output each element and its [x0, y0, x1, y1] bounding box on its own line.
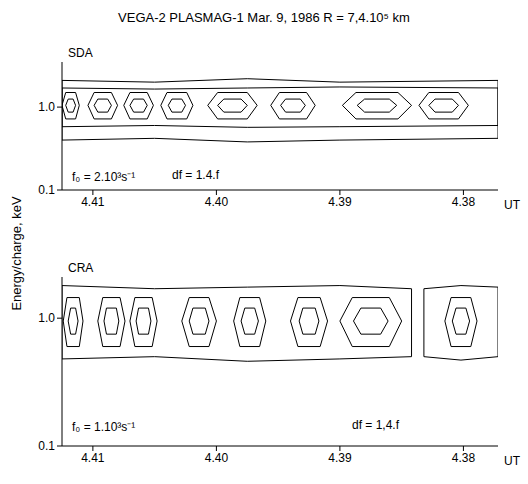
svg-text:4.41: 4.41 [81, 195, 105, 209]
svg-text:1.0: 1.0 [38, 100, 55, 114]
svg-text:4.41: 4.41 [81, 451, 105, 465]
svg-text:0.1: 0.1 [38, 183, 55, 197]
svg-text:0.1: 0.1 [38, 439, 55, 453]
html-text:SDA: SDA [68, 46, 93, 60]
html-text:VEGA-2 PLASMAG-1 Mar. 9, 1986: VEGA-2 PLASMAG-1 Mar. 9, 1986 R = 7,4.10… [118, 10, 410, 25]
svg-text:UT: UT [504, 454, 521, 468]
html-text:f₀ = 1.10³s⁻¹: f₀ = 1.10³s⁻¹ [72, 420, 136, 434]
svg-text:4.39: 4.39 [328, 451, 352, 465]
svg-text:4.40: 4.40 [205, 451, 229, 465]
svg-text:UT: UT [504, 198, 521, 212]
html-text:df = 1.4.f: df = 1.4.f [172, 168, 219, 182]
svg-text:4.38: 4.38 [452, 451, 476, 465]
html-text:df = 1,4.f: df = 1,4.f [352, 418, 399, 432]
html-text:f₀ = 2.10³s⁻¹: f₀ = 2.10³s⁻¹ [72, 170, 136, 184]
svg-text:4.39: 4.39 [328, 195, 352, 209]
svg-text:1.0: 1.0 [38, 311, 55, 325]
html-text:CRA: CRA [68, 261, 94, 275]
svg-text:4.38: 4.38 [452, 195, 476, 209]
svg-text:4.40: 4.40 [205, 195, 229, 209]
html-text:Energy/charge, keV: Energy/charge, keV [8, 196, 24, 311]
